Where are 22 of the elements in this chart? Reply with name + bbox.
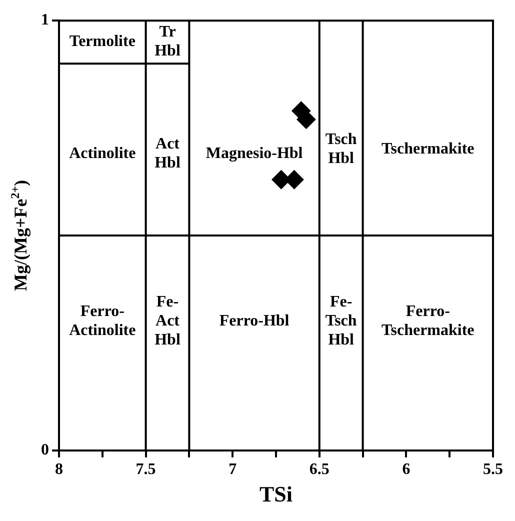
annotation: Ferro- Tschermakite xyxy=(382,303,474,340)
annotation: Actinolite xyxy=(69,144,136,162)
x-tick-label: 6 xyxy=(402,461,410,478)
y-axis-title: Mg/(Mg+Fe2+) xyxy=(8,180,31,292)
annotation: Ferro-Hbl xyxy=(219,312,290,330)
annotation: Tsch Hbl xyxy=(325,131,357,168)
annotation: Act Hbl xyxy=(154,135,181,172)
x-tick-label: 7.5 xyxy=(136,461,156,478)
x-tick-label: 6.5 xyxy=(309,461,330,478)
x-tick-label: 7 xyxy=(228,461,237,478)
annotation: Ferro- Actinolite xyxy=(69,303,136,340)
y-tick-label: 0 xyxy=(41,442,49,459)
x-tick-label: 5.5 xyxy=(483,461,503,478)
annotation: Magnesio-Hbl xyxy=(206,144,304,162)
annotation: Fe- Act Hbl xyxy=(154,294,181,349)
x-tick-label: 8 xyxy=(55,461,63,478)
annotation: Tschermakite xyxy=(382,140,474,158)
annotation: Termolite xyxy=(69,33,136,50)
y-tick-label: 1 xyxy=(41,12,49,29)
x-axis-title: TSi xyxy=(259,481,293,506)
annotation: Tr Hbl xyxy=(154,24,181,60)
annotation: Fe- Tsch Hbl xyxy=(325,294,357,349)
